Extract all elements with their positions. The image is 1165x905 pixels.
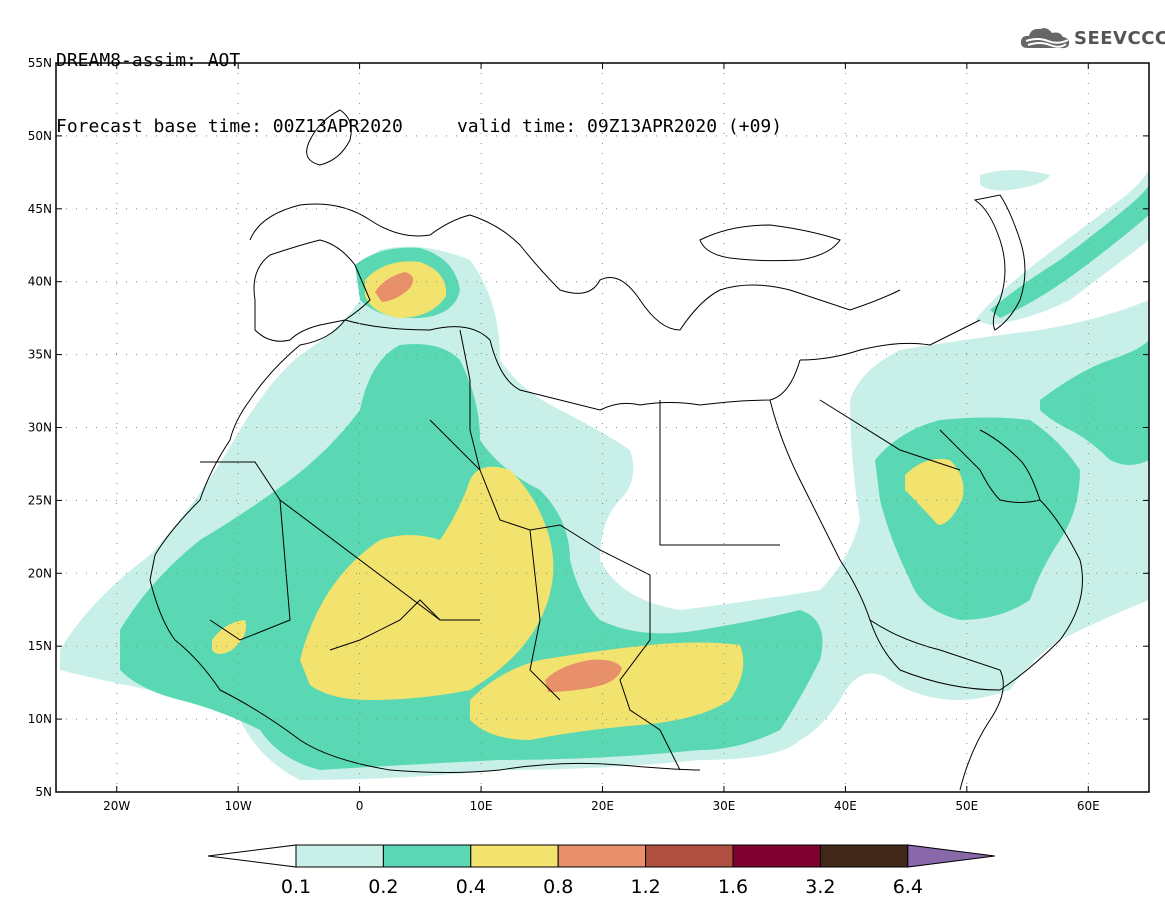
border-mali [209, 499, 291, 641]
colorbar-label: 1.6 [718, 876, 748, 898]
logo: SEEVCCC [1018, 24, 1165, 54]
colorbar-label: 6.4 [893, 876, 923, 898]
colorbar-segment [819, 844, 909, 868]
lat-label: 50N [28, 129, 52, 143]
logo-text: SEEVCCC [1074, 28, 1165, 49]
aot-contour-yellow-sahel [300, 466, 554, 700]
coastline-caspian [973, 194, 1026, 331]
border-sahara-2 [429, 419, 651, 640]
colorbar-label: 3.2 [805, 876, 835, 898]
border-saudi [819, 399, 961, 471]
lon-label: 10E [470, 799, 493, 813]
aot-contour-light-caspian [980, 170, 1050, 191]
lon-label: 60E [1077, 799, 1100, 813]
coastline-britain [306, 109, 352, 166]
colorbar-segment [470, 844, 559, 868]
lat-label: 40N [28, 275, 52, 289]
lon-label: 20W [103, 799, 130, 813]
lat-label: 15N [28, 639, 52, 653]
lat-label: 55N [28, 56, 52, 70]
colorbar-segment [382, 844, 472, 868]
coastline-black-sea [699, 224, 841, 262]
map-title: DREAM8-assim: AOT [56, 50, 241, 71]
forecast-time: Forecast base time: 00Z13APR2020 valid t… [56, 116, 783, 137]
colorbar-segment [645, 844, 734, 868]
border-sahara-3 [459, 329, 481, 471]
lon-label: 10W [225, 799, 252, 813]
coastline-mediterranean-south [344, 319, 801, 411]
lon-label: 20E [591, 799, 614, 813]
lat-label: 20N [28, 566, 52, 580]
colorbar-segment [295, 844, 384, 868]
colorbar-label: 0.4 [456, 876, 486, 898]
coastlines [149, 109, 1083, 791]
aot-contour-light-iran [975, 170, 1149, 325]
lat-label: 45N [28, 202, 52, 216]
latitude-labels: 55N 50N 45N 40N 35N 30N 25N 20N 15N 10N 5N [28, 56, 52, 799]
aot-contour-orange-spain [375, 272, 414, 302]
border-sudan [619, 639, 681, 771]
aot-contour-green-iran [990, 185, 1149, 318]
aot-field [60, 170, 1149, 780]
colorbar-label: 0.1 [281, 876, 311, 898]
lat-label: 25N [28, 493, 52, 507]
aot-contour-yellow-central [470, 642, 744, 740]
border-chad [529, 529, 561, 701]
colorbar-segment [557, 844, 647, 868]
colorbar-label: 0.2 [368, 876, 398, 898]
lon-label: 0 [356, 799, 364, 813]
lon-label: 40E [834, 799, 857, 813]
coastline-red-sea [769, 399, 1083, 691]
coastline-africa [149, 319, 701, 773]
lat-label: 35N [28, 348, 52, 362]
coastline-horn-africa [869, 619, 1004, 791]
coastline-arabia-east [799, 319, 981, 361]
lat-label: 30N [28, 421, 52, 435]
lon-label: 30E [713, 799, 736, 813]
coastline-europe [249, 203, 901, 331]
axis-ticks [56, 62, 1149, 793]
lon-label: 50E [955, 799, 978, 813]
colorbar-arrow-low [207, 844, 297, 868]
cloud-icon [1020, 28, 1070, 49]
aot-contour-yellow-small [212, 620, 247, 654]
aot-contour-green-gulf [1040, 340, 1149, 465]
aot-contour-yellow-arabia [905, 459, 964, 525]
coastline-persian-gulf [939, 429, 1041, 503]
lat-label: 5N [35, 785, 52, 799]
graticule [56, 63, 1149, 792]
coastline-west-africa [253, 239, 371, 342]
border-niger [329, 599, 441, 651]
colorbar-label: 0.8 [543, 876, 573, 898]
colorbar: 0.1 0.2 0.4 0.8 1.2 1.6 3.2 6.4 [207, 844, 995, 898]
longitude-labels: 20W 10W 0 10E 20E 30E 40E 50E 60E [103, 799, 1100, 813]
colorbar-label: 1.2 [630, 876, 660, 898]
map-header: DREAM8-assim: AOT Forecast base time: 00… [56, 6, 782, 160]
colorbar-arrow-high [907, 844, 995, 868]
lat-label: 10N [28, 712, 52, 726]
colorbar-segment [732, 844, 821, 868]
border-egypt [659, 400, 780, 546]
